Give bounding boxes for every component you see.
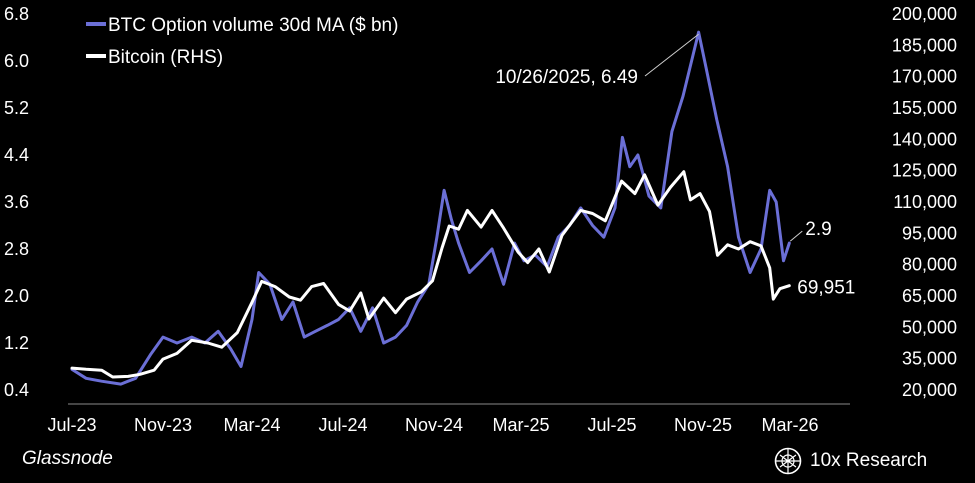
legend-label: BTC Option volume 30d MA ($ bn) xyxy=(108,15,398,36)
x-tick-label: Jul-25 xyxy=(587,415,636,435)
left-tick-label: 5.2 xyxy=(4,98,29,118)
right-tick-label: 35,000 xyxy=(902,349,957,369)
right-tick-label: 125,000 xyxy=(892,161,957,181)
brand-logo-icon xyxy=(774,447,802,475)
x-tick-label: Nov-25 xyxy=(674,415,732,435)
end-label-volume: 2.9 xyxy=(805,219,831,240)
brand: 10x Research xyxy=(774,447,927,475)
annotation-peak-label: 10/26/2025, 6.49 xyxy=(495,67,638,88)
source-label: Glassnode xyxy=(22,448,113,469)
right-tick-label: 185,000 xyxy=(892,35,957,55)
x-axis-ticks: Jul-23 Nov-23 Mar-24 Jul-24 Nov-24 Mar-25 Jul-… xyxy=(47,415,818,435)
right-tick-label: 110,000 xyxy=(893,192,957,212)
left-tick-label: 0.4 xyxy=(4,380,29,400)
x-tick-label: Mar-25 xyxy=(492,415,549,435)
x-tick-label: Nov-24 xyxy=(405,415,463,435)
annotation-leader-line xyxy=(644,33,699,77)
x-tick-label: Jul-24 xyxy=(318,415,367,435)
end-label-leader-volume xyxy=(789,230,803,242)
left-tick-label: 2.0 xyxy=(4,286,29,306)
brand-name: 10x Research xyxy=(810,450,928,471)
right-tick-label: 155,000 xyxy=(892,98,957,118)
right-tick-label: 200,000 xyxy=(892,4,957,24)
end-label-bitcoin: 69,951 xyxy=(797,278,855,299)
right-tick-label: 20,000 xyxy=(902,380,957,400)
x-tick-label: Jul-23 xyxy=(47,415,96,435)
legend: BTC Option volume 30d MA ($ bn) Bitcoin (… xyxy=(86,15,398,68)
annotation-layer: 10/26/2025, 6.49 2.9 69,951 xyxy=(495,33,855,299)
legend-label: Bitcoin (RHS) xyxy=(108,47,223,68)
right-tick-label: 170,000 xyxy=(892,67,957,87)
series-layer xyxy=(70,30,791,386)
series-bitcoin-line xyxy=(70,170,791,379)
left-tick-label: 6.8 xyxy=(4,4,29,24)
left-tick-label: 4.4 xyxy=(4,145,29,165)
left-tick-label: 2.8 xyxy=(4,239,29,259)
left-axis-ticks: 0.4 1.2 2.0 2.8 3.6 4.4 5.2 6.0 6.8 xyxy=(4,4,29,400)
left-tick-label: 1.2 xyxy=(4,333,29,353)
x-tick-label: Mar-24 xyxy=(223,415,280,435)
right-tick-label: 65,000 xyxy=(902,286,957,306)
right-tick-label: 140,000 xyxy=(892,129,957,149)
right-axis-ticks: 20,000 35,000 50,000 65,000 80,000 95,000 110,… xyxy=(892,4,957,400)
right-tick-label: 80,000 xyxy=(902,255,957,275)
left-tick-label: 6.0 xyxy=(4,51,29,71)
left-tick-label: 3.6 xyxy=(4,192,29,212)
right-tick-label: 50,000 xyxy=(902,317,957,337)
right-tick-label: 95,000 xyxy=(902,223,957,243)
x-tick-label: Nov-23 xyxy=(134,415,192,435)
series-option-volume-line xyxy=(70,30,791,386)
x-tick-label: Mar-26 xyxy=(761,415,818,435)
